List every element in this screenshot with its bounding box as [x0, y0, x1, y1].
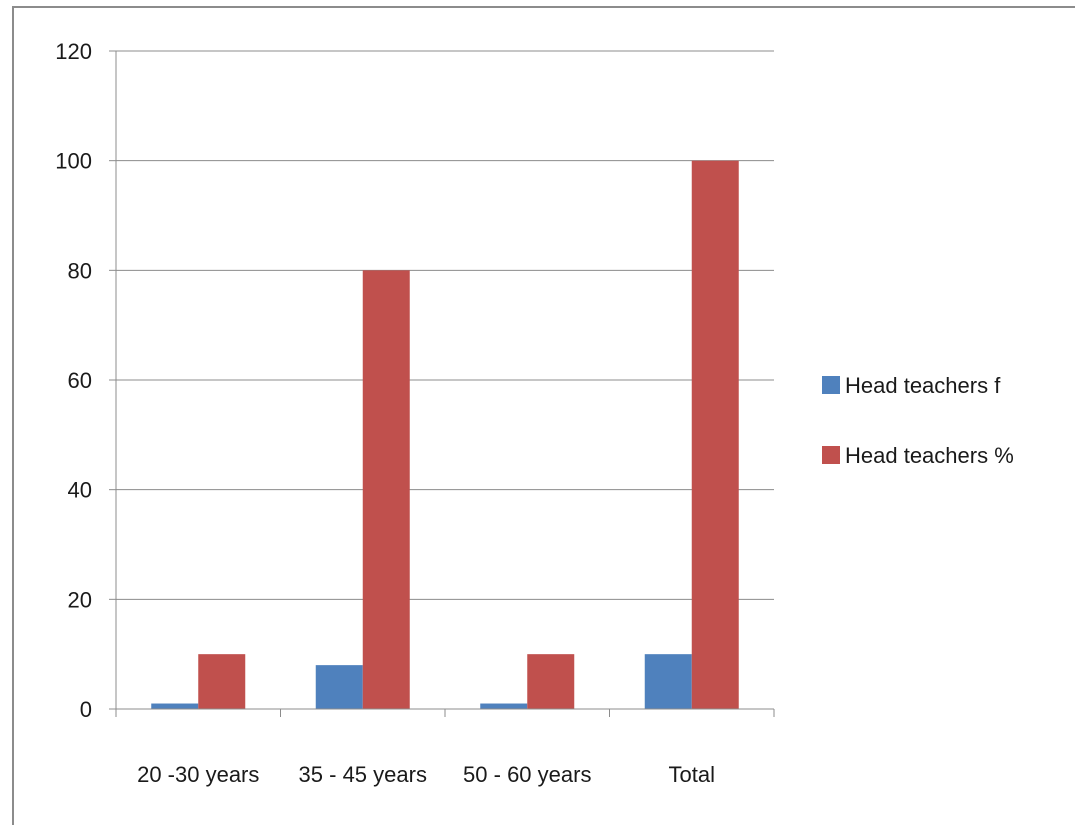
bar-pct-1: [362, 270, 410, 709]
x-category-label: 20 -30 years: [137, 762, 259, 787]
y-tick-label: 40: [68, 478, 92, 503]
y-tick-label: 120: [55, 39, 92, 64]
bar-f-1: [315, 665, 363, 709]
y-tick-label: 100: [55, 149, 92, 174]
y-tick-label: 0: [80, 697, 92, 722]
bar-pct-0: [198, 654, 246, 709]
axes: 0 20 40 60 80 100 120 20 -30 years 35 - 45 years…: [55, 39, 775, 787]
legend-label: Head teachers %: [845, 443, 1014, 468]
gridlines: [116, 50, 774, 600]
bar-f-2: [480, 703, 528, 709]
chart-border: [12, 6, 1075, 825]
bars: [151, 160, 739, 709]
legend: Head teachers f Head teachers %: [822, 373, 1014, 468]
bar-pct-2: [527, 654, 575, 709]
legend-label: Head teachers f: [845, 373, 1001, 398]
y-tick-label: 20: [68, 587, 92, 612]
x-category-label: Total: [669, 762, 715, 787]
y-tick-label: 60: [68, 368, 92, 393]
bar-f-0: [151, 703, 199, 709]
legend-swatch: [822, 376, 840, 394]
x-category-label: 50 - 60 years: [463, 762, 591, 787]
bar-pct-3: [691, 160, 739, 709]
y-tick-label: 80: [68, 258, 92, 283]
legend-swatch: [822, 446, 840, 464]
x-category-label: 35 - 45 years: [299, 762, 427, 787]
bar-f-3: [644, 654, 692, 709]
